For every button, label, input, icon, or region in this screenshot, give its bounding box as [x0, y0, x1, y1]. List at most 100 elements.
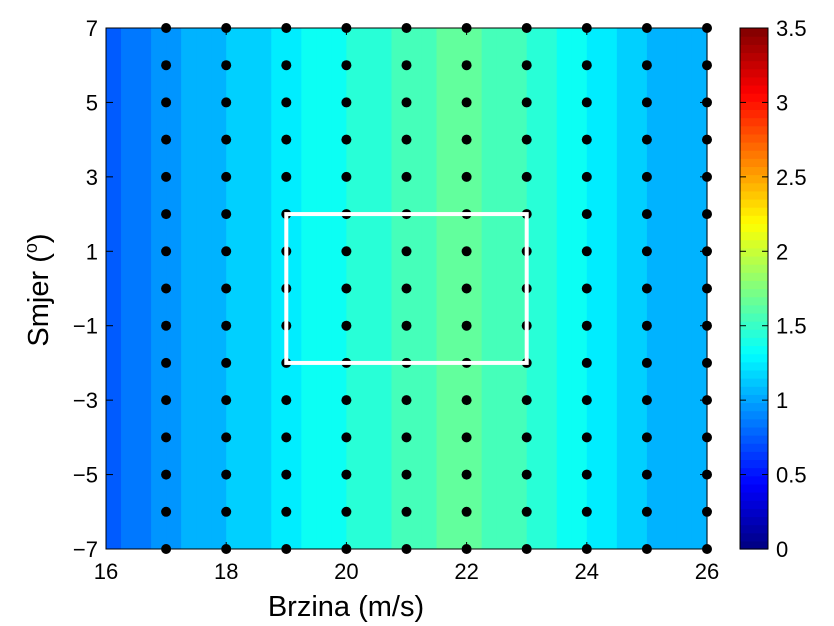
- y-axis-label-close: ): [23, 233, 55, 243]
- x-tick-label: 26: [695, 559, 719, 584]
- y-tick-label: 5: [86, 90, 98, 115]
- sample-point: [161, 171, 172, 182]
- sample-point: [161, 395, 172, 406]
- sample-point: [341, 469, 352, 480]
- colorbar-segment: [740, 492, 768, 501]
- sample-point: [641, 60, 652, 71]
- colorbar-segment: [740, 264, 768, 273]
- contour-band: [361, 28, 378, 549]
- sample-point: [641, 357, 652, 368]
- x-axis-label: Brzina (m/s): [268, 591, 424, 623]
- y-tick-label: −1: [73, 314, 98, 339]
- contour-band: [286, 28, 302, 549]
- colorbar-segment: [740, 296, 768, 306]
- sample-point: [161, 97, 172, 108]
- sample-point: [281, 432, 292, 443]
- y-axis-label: Smjer (o): [21, 233, 55, 346]
- colorbar-segment: [740, 93, 768, 102]
- colorbar-segment: [740, 28, 768, 37]
- y-tick-label: 1: [86, 239, 98, 264]
- contour-band: [451, 28, 468, 549]
- colorbar-segment: [740, 133, 768, 143]
- sample-point: [461, 60, 472, 71]
- colorbar-segment: [740, 378, 768, 387]
- contour-band: [646, 28, 663, 549]
- highlight-box-rect: [284, 212, 529, 365]
- sample-point: [461, 171, 472, 182]
- contour-band: [601, 28, 618, 549]
- colorbar-segment: [740, 272, 768, 281]
- colorbar-segment: [740, 288, 768, 298]
- contour-band: [676, 28, 693, 549]
- sample-point: [581, 134, 592, 145]
- sample-point: [521, 506, 532, 517]
- colorbar-segment: [740, 532, 768, 542]
- colorbar-segment: [740, 182, 768, 192]
- contour-band: [241, 28, 257, 549]
- sample-point: [281, 97, 292, 108]
- contour-band: [256, 28, 272, 549]
- sample-point: [401, 283, 412, 294]
- colorbar-segment: [740, 223, 768, 233]
- contour-band: [316, 28, 332, 549]
- colorbar-segment: [740, 247, 768, 257]
- sample-point: [581, 506, 592, 517]
- contour-band: [346, 28, 363, 549]
- sample-point: [221, 506, 232, 517]
- x-tick-label: 16: [94, 559, 118, 584]
- sample-point: [581, 209, 592, 220]
- sample-point: [341, 246, 352, 257]
- colorbar-segment: [740, 141, 768, 151]
- sample-point: [461, 97, 472, 108]
- sample-point: [401, 320, 412, 331]
- colorbar-segment: [740, 353, 768, 363]
- contour-band: [616, 28, 633, 549]
- sample-point: [641, 506, 652, 517]
- y-tick-label: 3: [86, 165, 98, 190]
- colorbar-tick-label: 3.5: [776, 16, 807, 41]
- contour-band: [511, 28, 528, 549]
- contour-band: [661, 28, 678, 549]
- colorbar-segment: [740, 84, 768, 94]
- colorbar-segment: [740, 329, 768, 338]
- contour-band: [571, 28, 588, 549]
- colorbar-segment: [740, 361, 768, 371]
- contour-band: [196, 28, 212, 549]
- contour-band: [301, 28, 317, 549]
- contour-band: [556, 28, 573, 549]
- sample-point: [641, 469, 652, 480]
- colorbar-frame: [739, 27, 769, 550]
- sample-point: [401, 171, 412, 182]
- sample-point: [161, 469, 172, 480]
- sample-point: [581, 320, 592, 331]
- axes-frame: [105, 27, 708, 550]
- colorbar-segment: [740, 166, 768, 176]
- colorbar-segment: [740, 435, 768, 444]
- contour-band: [421, 28, 438, 549]
- sample-point: [401, 469, 412, 480]
- sample-point: [641, 209, 652, 220]
- sample-point: [581, 395, 592, 406]
- colorbar-segment: [740, 68, 768, 78]
- contour-band: [151, 28, 167, 549]
- sample-point: [401, 432, 412, 443]
- colorbar-segment: [740, 345, 768, 355]
- colorbar-segment: [740, 207, 768, 216]
- colorbar-tick-label: 1.5: [776, 314, 807, 339]
- sample-point: [161, 246, 172, 257]
- contour-band: [106, 28, 122, 549]
- sample-point: [581, 97, 592, 108]
- sample-point: [161, 320, 172, 331]
- colorbar-segment: [740, 150, 768, 159]
- sample-point: [521, 60, 532, 71]
- sample-point: [221, 395, 232, 406]
- contour-band: [691, 28, 708, 549]
- contour-band: [181, 28, 197, 549]
- colorbar-segment: [740, 125, 768, 135]
- x-tick-label: 22: [454, 559, 478, 584]
- colorbar-segment: [740, 475, 768, 485]
- colorbar-segment: [740, 321, 768, 330]
- contour-band: [166, 28, 182, 549]
- colorbar-segment: [740, 386, 768, 395]
